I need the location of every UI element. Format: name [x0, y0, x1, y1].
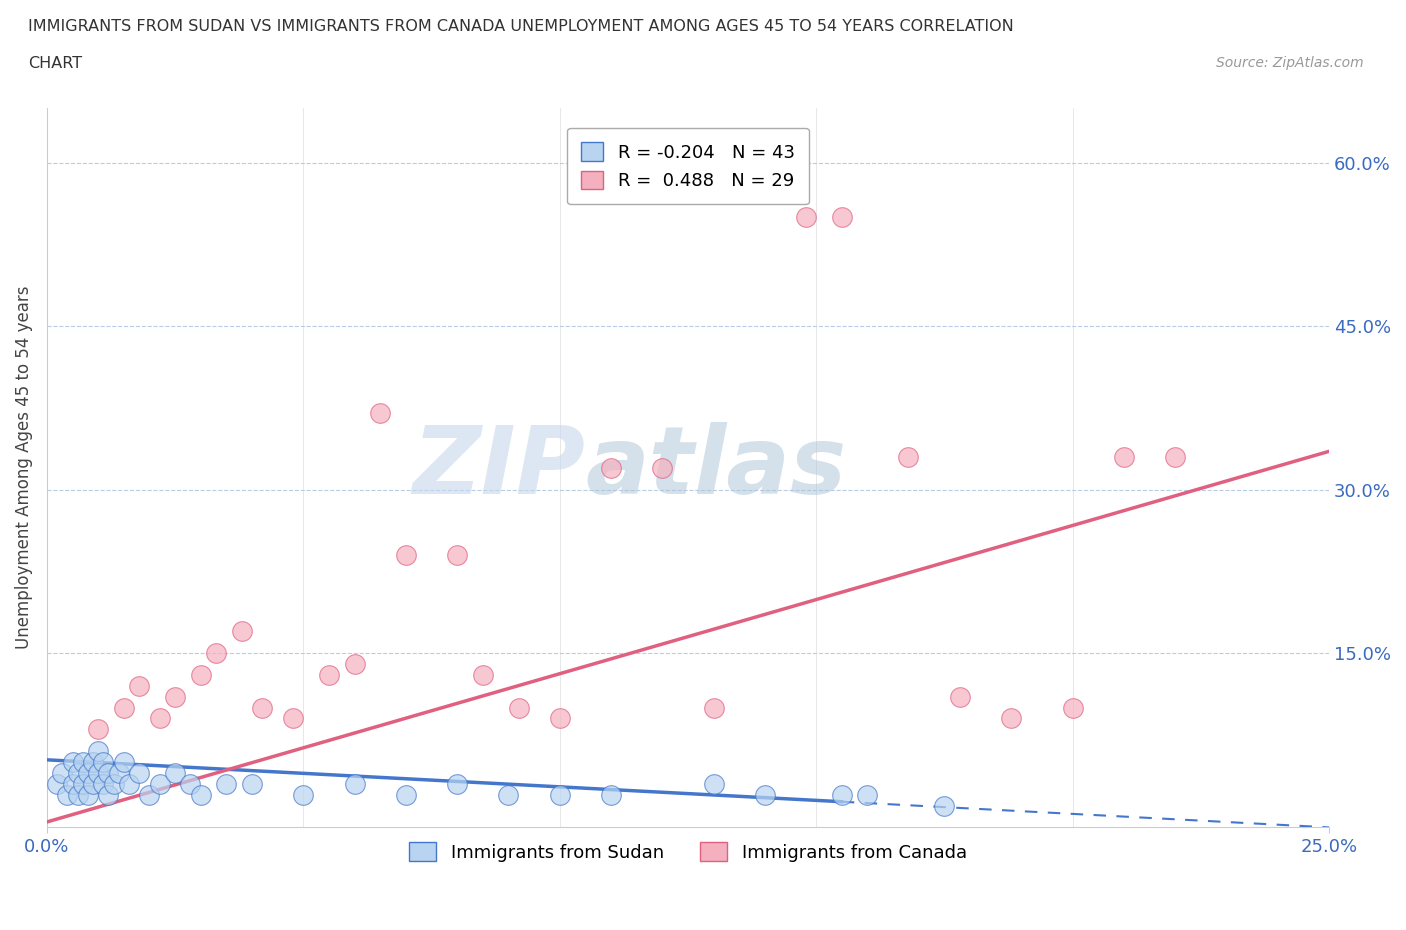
Point: [897, 449, 920, 464]
Point: [138, 788, 160, 803]
Point: [82, 777, 104, 791]
Point: [281, 711, 304, 725]
Text: CHART: CHART: [28, 56, 82, 71]
Point: [1000, 711, 1022, 725]
Point: [831, 209, 853, 224]
Point: [97, 788, 120, 803]
Point: [548, 788, 571, 803]
Point: [118, 777, 141, 791]
Point: [56, 788, 79, 803]
Point: [703, 777, 725, 791]
Point: [72, 754, 94, 769]
Point: [62, 754, 84, 769]
Point: [112, 754, 135, 769]
Point: [165, 765, 187, 780]
Point: [149, 711, 172, 725]
Point: [395, 548, 418, 563]
Point: [343, 657, 366, 671]
Point: [179, 777, 201, 791]
Point: [446, 548, 468, 563]
Point: [149, 777, 172, 791]
Point: [128, 678, 150, 693]
Y-axis label: Unemployment Among Ages 45 to 54 years: Unemployment Among Ages 45 to 54 years: [15, 286, 32, 649]
Point: [190, 668, 212, 683]
Point: [292, 788, 315, 803]
Point: [703, 700, 725, 715]
Point: [91, 777, 114, 791]
Point: [77, 788, 100, 803]
Point: [1164, 449, 1187, 464]
Point: [82, 754, 104, 769]
Point: [51, 765, 73, 780]
Point: [368, 405, 391, 420]
Point: [600, 788, 623, 803]
Point: [508, 700, 530, 715]
Point: [343, 777, 366, 791]
Point: [103, 777, 125, 791]
Point: [190, 788, 212, 803]
Point: [87, 722, 110, 737]
Point: [240, 777, 263, 791]
Point: [934, 798, 956, 813]
Point: [66, 788, 89, 803]
Point: [165, 689, 187, 704]
Text: IMMIGRANTS FROM SUDAN VS IMMIGRANTS FROM CANADA UNEMPLOYMENT AMONG AGES 45 TO 54: IMMIGRANTS FROM SUDAN VS IMMIGRANTS FROM…: [28, 19, 1014, 33]
Point: [112, 700, 135, 715]
Point: [395, 788, 418, 803]
Text: Source: ZipAtlas.com: Source: ZipAtlas.com: [1216, 56, 1364, 70]
Point: [66, 765, 89, 780]
Point: [446, 777, 468, 791]
Point: [46, 777, 69, 791]
Point: [949, 689, 972, 704]
Point: [87, 744, 110, 759]
Point: [856, 788, 879, 803]
Point: [651, 460, 673, 475]
Point: [72, 777, 94, 791]
Point: [600, 460, 623, 475]
Point: [1062, 700, 1084, 715]
Point: [77, 765, 100, 780]
Text: ZIP: ZIP: [412, 421, 585, 513]
Point: [231, 624, 253, 639]
Text: atlas: atlas: [585, 421, 846, 513]
Legend: Immigrants from Sudan, Immigrants from Canada: Immigrants from Sudan, Immigrants from C…: [402, 835, 974, 869]
Point: [91, 754, 114, 769]
Point: [831, 788, 853, 803]
Point: [252, 700, 274, 715]
Point: [107, 765, 129, 780]
Point: [215, 777, 238, 791]
Point: [754, 788, 776, 803]
Point: [498, 788, 520, 803]
Point: [318, 668, 340, 683]
Point: [205, 645, 228, 660]
Point: [548, 711, 571, 725]
Point: [62, 777, 84, 791]
Point: [128, 765, 150, 780]
Point: [1112, 449, 1135, 464]
Point: [471, 668, 494, 683]
Point: [794, 209, 817, 224]
Point: [97, 765, 120, 780]
Point: [87, 765, 110, 780]
